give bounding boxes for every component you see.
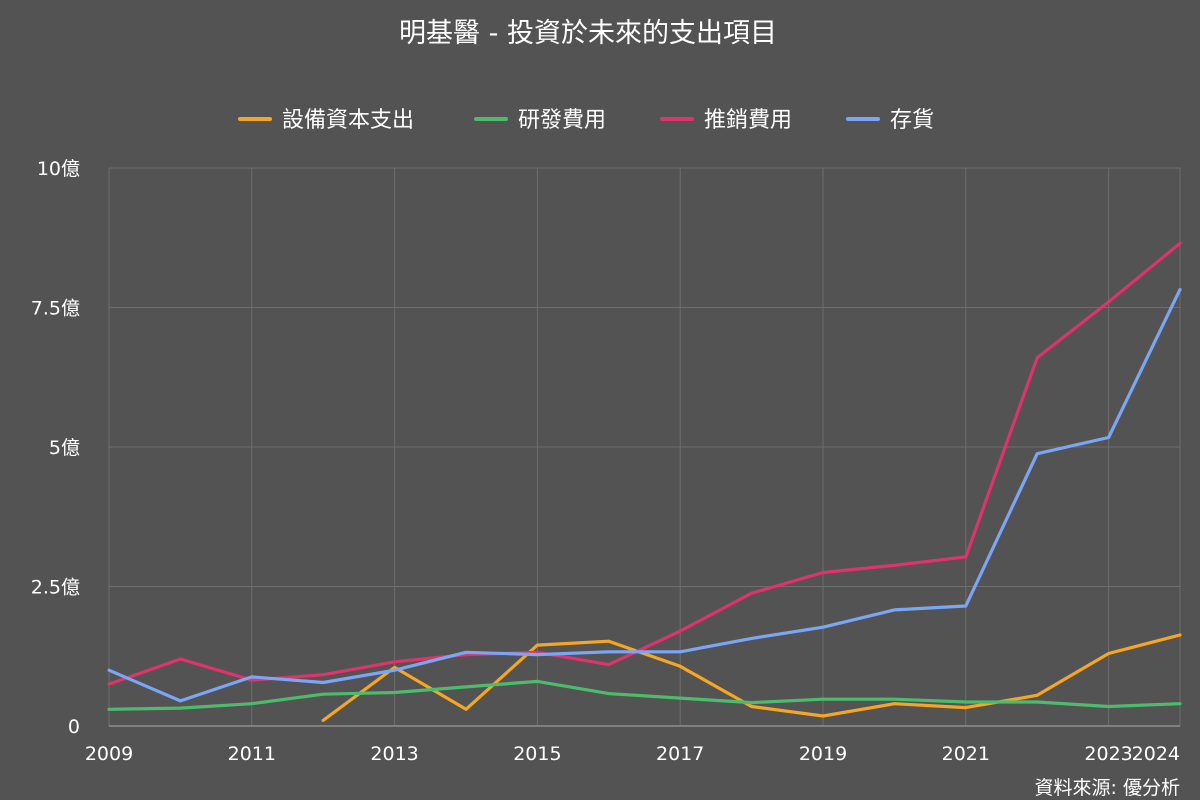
y-tick-label-2: 5億 [49,437,80,459]
series-lines [107,241,1182,722]
x-tick-label-1: 2011 [228,743,276,765]
chart-title: 明基醫 - 投資於未來的支出項目 [399,18,777,49]
x-tick-label-7: 2023 [1084,743,1132,765]
series-line-2 [107,241,1182,686]
y-tick-label-1: 2.5億 [31,577,80,599]
x-tick-label-2: 2013 [370,743,418,765]
x-tick-label-3: 2015 [513,743,561,765]
series-line-1 [107,679,1182,711]
grid [108,167,1181,727]
source-note: 資料來源: 優分析 [1035,777,1180,799]
legend-label-3: 存貨 [890,108,934,133]
legend: 設備資本支出 研發費用 推銷費用 存貨 [238,108,934,133]
y-tick-label-0: 0 [68,716,80,738]
x-tick-label-0: 2009 [85,743,133,765]
y-tick-label-3: 7.5億 [31,298,80,320]
x-tick-label-5: 2019 [799,743,847,765]
y-axis-ticks: 0 2.5億 5億 7.5億 10億 [31,158,80,738]
y-tick-label-4: 10億 [37,158,80,180]
series-line-3 [107,288,1182,703]
series-line-0 [321,633,1182,722]
x-tick-label-4: 2017 [656,743,704,765]
x-tick-label-8: 2024 [1132,743,1180,765]
legend-label-1: 研發費用 [518,108,606,133]
legend-label-2: 推銷費用 [704,108,792,133]
legend-label-0: 設備資本支出 [282,108,414,133]
x-tick-label-6: 2021 [942,743,990,765]
